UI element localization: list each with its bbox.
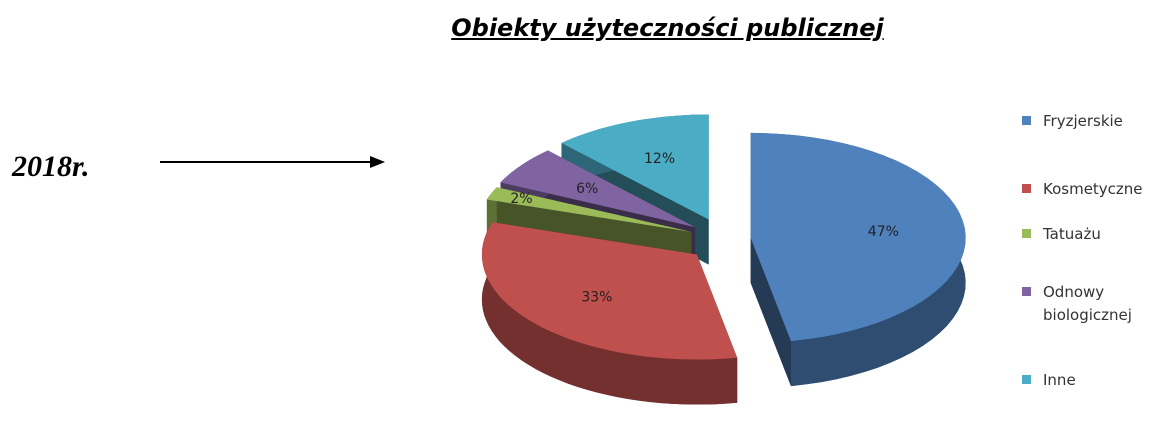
slice-edge [750,237,791,387]
slice [481,222,738,360]
legend-label: Inne [1043,371,1076,389]
arrow-head [370,156,385,168]
annotation: 2018r. [12,150,90,183]
legend-swatch [1022,287,1031,296]
data-label: 33% [581,290,612,306]
slice [500,150,696,228]
legend-item: Inne [1022,369,1148,392]
legend-swatch [1022,229,1031,238]
legend-item: Fryzjerskie [1022,110,1148,133]
legend-swatch [1022,375,1031,384]
slice [750,132,966,387]
slice [481,222,738,405]
slice [561,114,709,220]
data-label: 47% [868,224,899,240]
legend-item: Odnowy biologicznej [1022,281,1148,327]
data-label: 2% [510,191,532,207]
legend-label: Odnowy biologicznej [1043,283,1132,324]
legend-label: Tatuażu [1043,225,1101,243]
chart-title: Obiekty użyteczności publicznej [451,14,884,42]
legend-item: Tatuażu [1022,223,1148,246]
legend-label: Kosmetyczne [1043,180,1143,198]
slice [750,132,966,342]
legend-label: Fryzjerskie [1043,112,1123,130]
legend-item: Kosmetyczne [1022,178,1148,201]
legend-swatch [1022,184,1031,193]
slice [486,187,692,232]
data-label: 6% [576,181,598,197]
slice-side [481,222,738,405]
data-label: 12% [644,151,675,167]
legend-swatch [1022,116,1031,125]
